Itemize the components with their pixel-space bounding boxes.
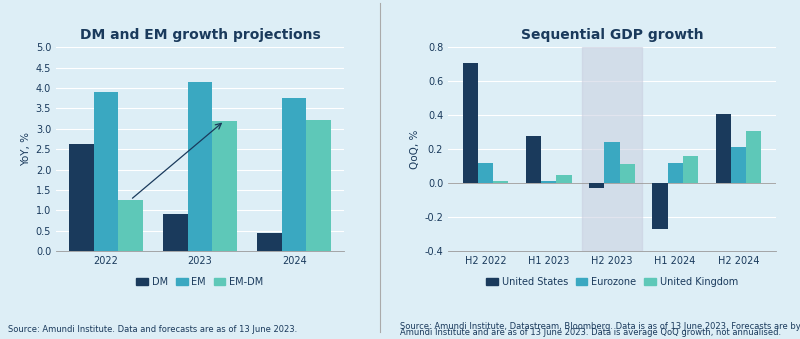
Bar — [188, 82, 212, 251]
Legend: United States, Eurozone, United Kingdom: United States, Eurozone, United Kingdom — [482, 273, 742, 291]
Bar — [94, 92, 118, 251]
Bar — [716, 114, 730, 183]
Bar — [682, 156, 698, 183]
Bar — [306, 120, 331, 251]
Bar — [619, 164, 634, 183]
Legend: DM, EM, EM-DM: DM, EM, EM-DM — [133, 273, 267, 291]
Y-axis label: QoQ, %: QoQ, % — [410, 129, 420, 169]
Bar — [258, 233, 282, 251]
Bar — [526, 136, 542, 183]
Title: Sequential GDP growth: Sequential GDP growth — [521, 28, 703, 42]
Bar — [667, 163, 682, 183]
Bar — [478, 163, 494, 183]
Bar — [653, 183, 667, 229]
Bar — [212, 121, 237, 251]
Text: Source: Amundi Institute, Datastream, Bloomberg. Data is as of 13 June 2023. For: Source: Amundi Institute, Datastream, Bl… — [400, 321, 800, 331]
Bar — [557, 176, 571, 183]
Text: Source: Amundi Institute. Data and forecasts are as of 13 June 2023.: Source: Amundi Institute. Data and forec… — [8, 325, 298, 334]
Y-axis label: YoY, %: YoY, % — [22, 132, 31, 166]
Bar — [746, 131, 761, 183]
Bar — [605, 142, 619, 183]
Bar — [590, 183, 605, 188]
Bar — [118, 200, 142, 251]
Bar — [463, 63, 478, 183]
Bar — [163, 214, 188, 251]
Title: DM and EM growth projections: DM and EM growth projections — [80, 28, 320, 42]
Bar — [69, 144, 94, 251]
Bar — [494, 181, 508, 183]
Bar — [282, 98, 306, 251]
Bar — [542, 181, 557, 183]
Text: Amundi Institute and are as of 13 June 2023. Data is average QoQ growth, not ann: Amundi Institute and are as of 13 June 2… — [400, 328, 781, 337]
Bar — [730, 147, 746, 183]
Bar — [582, 47, 642, 251]
